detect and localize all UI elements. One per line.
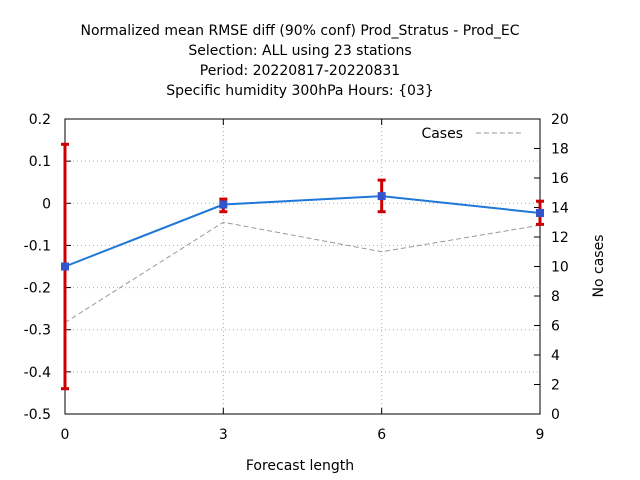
y2-tick-label: 16 xyxy=(551,171,569,187)
x-tick-label: 6 xyxy=(377,427,386,443)
y2-tick-label: 8 xyxy=(551,289,560,305)
y2-axis-label: No cases xyxy=(591,235,607,298)
rmse-diff-line xyxy=(64,195,541,268)
y2-tick-label: 4 xyxy=(551,348,560,364)
title-line-3: Period: 20220817-20220831 xyxy=(200,63,400,79)
y2-tick-label: 6 xyxy=(551,319,560,335)
data-point xyxy=(377,192,386,201)
title-line-4: Specific humidity 300hPa Hours: {03} xyxy=(166,83,433,99)
series-layer xyxy=(61,142,544,391)
y2-tick-label: 12 xyxy=(551,230,569,246)
grid xyxy=(65,119,540,414)
x-tick-label: 9 xyxy=(536,427,545,443)
y-tick-label: 0 xyxy=(42,196,51,212)
data-point xyxy=(536,208,544,217)
title-line-2: Selection: ALL using 23 stations xyxy=(188,43,411,59)
y2-tick-label: 2 xyxy=(551,378,560,394)
x-tick-label: 3 xyxy=(219,427,228,443)
y-tick-label: 0.2 xyxy=(29,112,51,128)
data-point xyxy=(219,200,228,209)
data-point xyxy=(61,262,69,271)
legend-label-cases: Cases xyxy=(421,126,463,142)
y2-tick-label: 10 xyxy=(551,260,569,276)
x-axis-label: Forecast length xyxy=(246,458,354,474)
chart-title: Normalized mean RMSE diff (90% conf) Pro… xyxy=(81,23,520,99)
y2-tick-label: 14 xyxy=(551,201,569,217)
title-line-1: Normalized mean RMSE diff (90% conf) Pro… xyxy=(81,23,520,39)
x-tick-label: 0 xyxy=(61,427,70,443)
legend: Cases xyxy=(421,126,522,142)
y-tick-label: 0.1 xyxy=(29,154,51,170)
y-tick-label: -0.1 xyxy=(24,238,51,254)
cases-line xyxy=(64,221,541,323)
y2-tick-label: 20 xyxy=(551,112,569,128)
y-tick-label: -0.3 xyxy=(24,323,51,339)
y-tick-label: -0.4 xyxy=(24,365,51,381)
y2-tick-label: 18 xyxy=(551,142,569,158)
y2-tick-label: 0 xyxy=(551,407,560,423)
plot-frame xyxy=(64,118,541,415)
y-tick-label: -0.2 xyxy=(24,281,51,297)
y-tick-label: -0.5 xyxy=(24,407,51,423)
axes: 0 3 6 90.20.10-0.1-0.2-0.3-0.4-0.5201816141… xyxy=(24,112,569,443)
